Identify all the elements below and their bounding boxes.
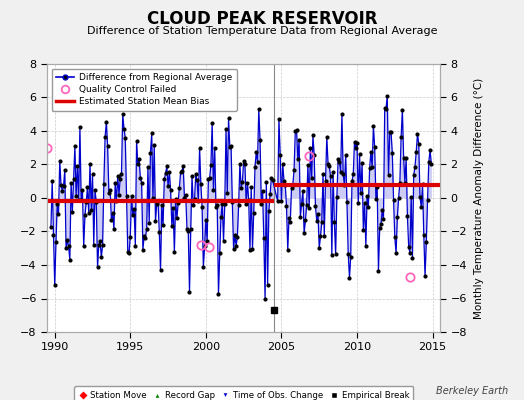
Text: Difference of Station Temperature Data from Regional Average: Difference of Station Temperature Data f…: [87, 26, 437, 36]
Y-axis label: Monthly Temperature Anomaly Difference (°C): Monthly Temperature Anomaly Difference (…: [474, 77, 484, 319]
Text: Berkeley Earth: Berkeley Earth: [436, 386, 508, 396]
Text: CLOUD PEAK RESERVOIR: CLOUD PEAK RESERVOIR: [147, 10, 377, 28]
Legend: Station Move, Record Gap, Time of Obs. Change, Empirical Break: Station Move, Record Gap, Time of Obs. C…: [74, 386, 413, 400]
